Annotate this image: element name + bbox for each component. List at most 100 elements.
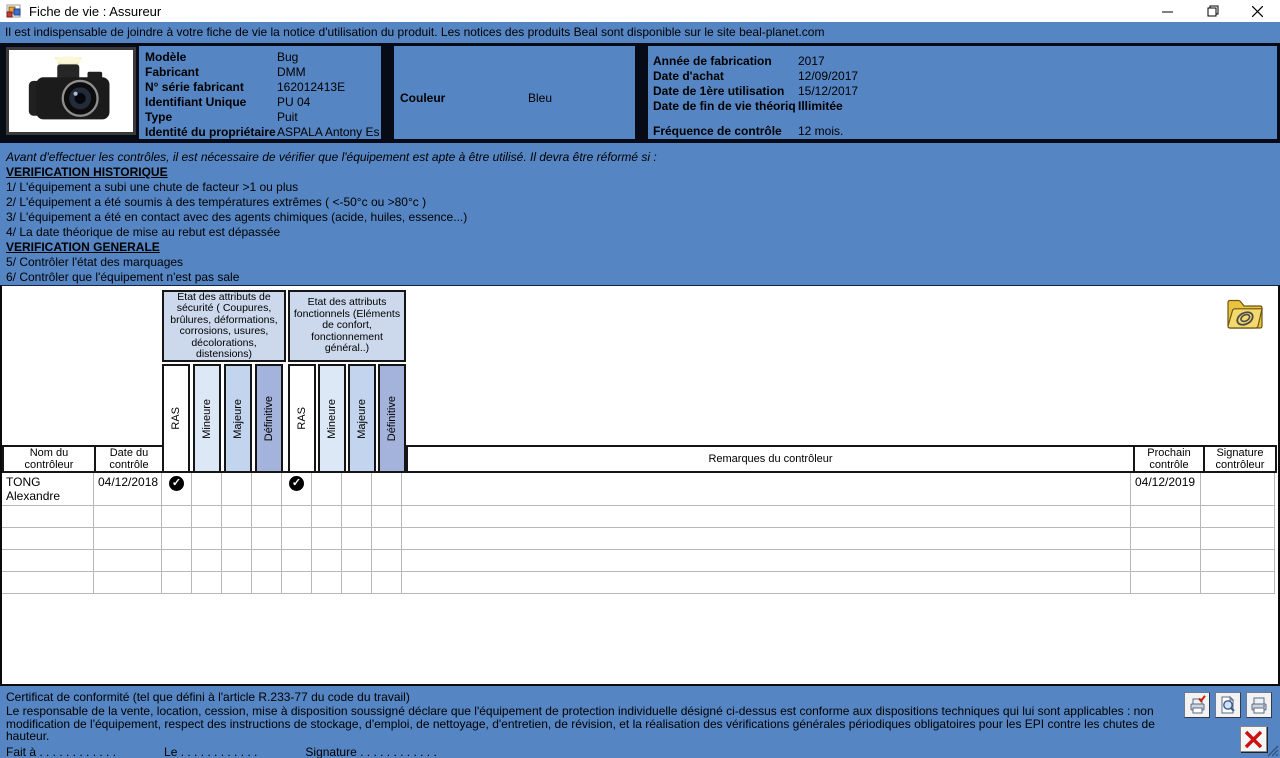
product-identity-panel: Modèle Bug Fabricant DMM N° série fabrican…	[139, 46, 381, 139]
security-ras-cell[interactable]: ✓	[162, 473, 192, 506]
status-label: Mineure	[326, 398, 338, 439]
close-button[interactable]	[1235, 0, 1280, 22]
status-label: RAS	[296, 407, 308, 430]
controller-name-cell: TONG Alexandre	[2, 473, 94, 506]
field-label: Date de fin de vie théoriq	[653, 99, 796, 113]
field-value: Illimitée	[798, 99, 843, 113]
attachments-button[interactable]	[1224, 296, 1266, 334]
camera-image	[28, 56, 110, 120]
functional-mineure-cell[interactable]	[312, 473, 342, 506]
print-setup-button[interactable]	[1184, 692, 1210, 718]
product-dates-panel: Année de fabrication 2017 Date d'achat 12/…	[648, 46, 1277, 139]
functional-ras-cell[interactable]: ✓	[282, 473, 312, 506]
empty-control-row	[2, 550, 1275, 572]
status-col-header-definitive: Définitive	[255, 364, 283, 473]
functional-majeure-cell[interactable]	[342, 473, 372, 506]
exit-x-icon	[1244, 730, 1263, 748]
le-label: Le . . . . . . . . . . . .	[164, 744, 258, 758]
product-color-panel: Couleur Bleu	[394, 46, 635, 139]
folder-paperclip-icon	[1227, 299, 1263, 329]
security-majeure-cell[interactable]	[222, 473, 252, 506]
verification-generale-title: VERIFICATION GENERALE	[6, 240, 160, 254]
print-preview-button[interactable]	[1215, 692, 1241, 718]
print-button[interactable]	[1246, 692, 1272, 718]
security-attributes-header: Etat des attributs de sécurité ( Coupure…	[162, 290, 286, 362]
empty-control-row	[2, 572, 1275, 594]
header-divider	[2, 471, 1277, 473]
field-label: Année de fabrication	[653, 54, 772, 68]
security-mineure-cell[interactable]	[192, 473, 222, 506]
col-header-signature: Signature contrôleur	[1203, 445, 1277, 473]
col-header-remarques: Remarques du contrôleur	[406, 445, 1135, 473]
status-label: Définitive	[386, 395, 398, 442]
control-rows: TONG Alexandre 04/12/2018 ✓ ✓ 04/12/2019	[2, 473, 1275, 594]
verification-item: 4/ La date théorique de mise au rebut es…	[6, 225, 281, 239]
field-label: Date d'achat	[653, 69, 724, 83]
status-label: RAS	[170, 407, 182, 430]
status-label: Majeure	[232, 398, 244, 439]
signature-label: Signature . . . . . . . . . . . .	[305, 744, 437, 758]
controller-name-line2: Alexandre	[6, 489, 61, 503]
field-value: Puit	[277, 110, 298, 124]
verification-item: 1/ L'équipement a subi une chute de fact…	[6, 180, 299, 194]
control-date-cell: 04/12/2018	[94, 473, 162, 506]
field-value: DMM	[277, 65, 306, 79]
status-col-header-ras: RAS	[288, 364, 316, 473]
field-label: Identité du propriétaire	[145, 125, 276, 139]
field-value: 15/12/2017	[798, 84, 859, 98]
resize-grip[interactable]	[1266, 744, 1279, 757]
signature-cell[interactable]	[1201, 473, 1275, 506]
window-title: Fiche de vie : Assureur	[29, 3, 162, 19]
exit-button[interactable]	[1240, 726, 1267, 752]
printer-check-icon	[1190, 695, 1206, 714]
status-label: Mineure	[201, 398, 213, 439]
field-value: 12 mois.	[798, 124, 844, 138]
restore-button[interactable]	[1190, 0, 1235, 22]
app-icon	[6, 4, 21, 18]
restore-icon	[1207, 5, 1218, 17]
empty-control-row	[2, 528, 1275, 550]
field-label: Fréquence de contrôle	[653, 124, 782, 138]
preview-icon	[1221, 695, 1235, 714]
ras-check-icon: ✓	[169, 476, 184, 491]
field-value: Bleu	[528, 91, 553, 105]
field-label: Couleur	[400, 91, 446, 105]
control-row[interactable]: TONG Alexandre 04/12/2018 ✓ ✓ 04/12/2019	[2, 473, 1275, 506]
field-label: Identifiant Unique	[145, 95, 247, 109]
functional-definitive-cell[interactable]	[372, 473, 402, 506]
notice-bar: Il est indispensable de joindre à votre …	[0, 22, 1280, 43]
remarks-cell[interactable]	[402, 473, 1131, 506]
verification-item: 3/ L'équipement a été en contact avec de…	[6, 210, 468, 224]
status-col-header-majeure: Majeure	[348, 364, 376, 473]
certificate-body: Le responsable de la vente, location, ce…	[6, 704, 1155, 743]
security-definitive-cell[interactable]	[252, 473, 282, 506]
fait-a-label: Fait à . . . . . . . . . . . .	[6, 744, 117, 758]
printer-icon	[1251, 697, 1267, 714]
controller-name-line1: TONG	[6, 475, 41, 489]
status-col-header-mineure: Mineure	[318, 364, 346, 473]
status-label: Définitive	[263, 395, 275, 442]
titlebar: Fiche de vie : Assureur	[0, 0, 1280, 22]
field-value: Bug	[277, 50, 299, 64]
verification-intro: Avant d'effectuer les contrôles, il est …	[6, 150, 657, 164]
product-info-band: Modèle Bug Fabricant DMM N° série fabrican…	[0, 43, 1280, 143]
verification-item: 5/ Contrôler l'état des marquages	[6, 255, 184, 269]
status-col-header-definitive: Définitive	[378, 364, 406, 473]
status-col-header-ras: RAS	[162, 364, 190, 473]
product-photo[interactable]	[6, 47, 136, 135]
controls-table: Etat des attributs de sécurité ( Coupure…	[0, 285, 1280, 686]
minimize-button[interactable]	[1145, 0, 1190, 22]
ras-check-icon: ✓	[289, 476, 304, 491]
status-col-header-majeure: Majeure	[224, 364, 252, 473]
next-control-cell: 04/12/2019	[1131, 473, 1201, 506]
field-label: Modèle	[145, 50, 187, 64]
field-label: N° série fabricant	[145, 80, 244, 94]
field-label: Date de 1ère utilisation	[653, 84, 785, 98]
verification-historique-title: VERIFICATION HISTORIQUE	[6, 165, 168, 179]
certificate-signature-line: Fait à . . . . . . . . . . . . Le . . . …	[6, 745, 1280, 758]
status-label: Majeure	[356, 398, 368, 439]
col-header-prochain: Prochain contrôle	[1133, 445, 1205, 473]
status-col-header-mineure: Mineure	[193, 364, 221, 473]
field-label: Type	[145, 110, 173, 124]
field-value: 2017	[798, 54, 825, 68]
